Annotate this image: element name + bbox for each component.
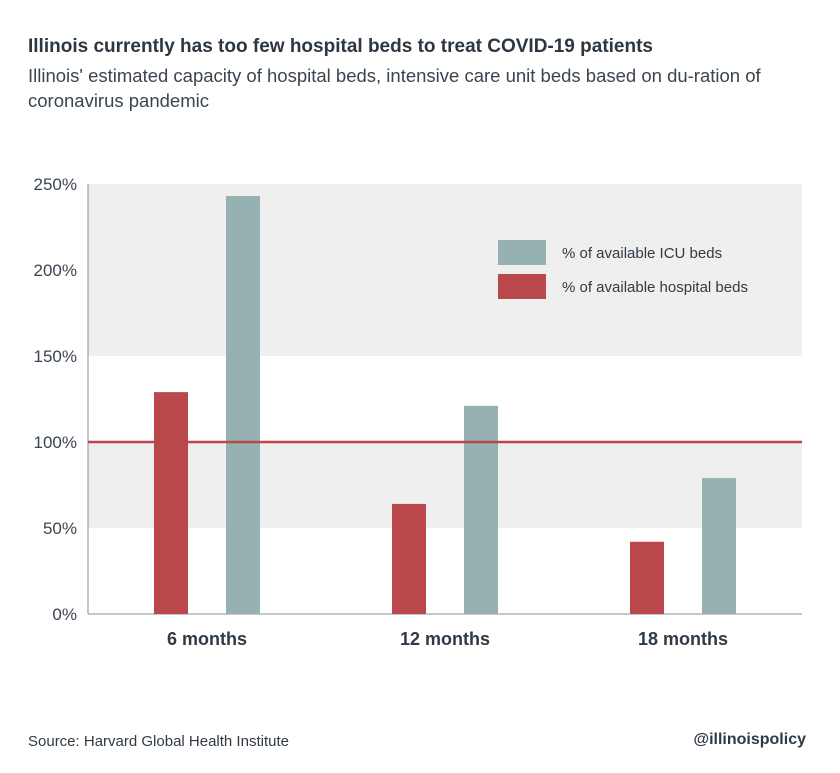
background-band xyxy=(88,442,802,528)
chart-subtitle: Illinois' estimated capacity of hospital… xyxy=(28,65,761,111)
x-tick-label: 12 months xyxy=(400,629,490,649)
legend-swatch xyxy=(498,240,546,265)
bar-hospital-beds xyxy=(154,392,188,614)
x-tick-label: 6 months xyxy=(167,629,247,649)
bar-hospital-beds xyxy=(392,503,426,614)
source-note: Source: Harvard Global Health Institute xyxy=(28,733,289,750)
y-tick-label: 200% xyxy=(34,261,77,280)
bar-icu-beds xyxy=(464,405,498,614)
legend-label: % of available hospital beds xyxy=(562,279,748,296)
y-tick-label: 150% xyxy=(34,347,77,366)
background-band xyxy=(88,270,802,356)
legend-label: % of available ICU beds xyxy=(562,245,722,262)
social-handle: @illinoispolicy xyxy=(693,731,806,748)
chart-title: Illinois currently has too few hospital … xyxy=(28,36,653,57)
background-band xyxy=(88,184,802,270)
y-tick-label: 100% xyxy=(34,433,77,452)
legend-swatch xyxy=(498,274,546,299)
y-tick-label: 0% xyxy=(52,605,77,624)
y-tick-label: 250% xyxy=(34,175,77,194)
bar-icu-beds xyxy=(226,196,260,615)
x-tick-label: 18 months xyxy=(638,629,728,649)
y-tick-label: 50% xyxy=(43,519,77,538)
bar-hospital-beds xyxy=(630,541,664,614)
bar-icu-beds xyxy=(702,478,736,614)
